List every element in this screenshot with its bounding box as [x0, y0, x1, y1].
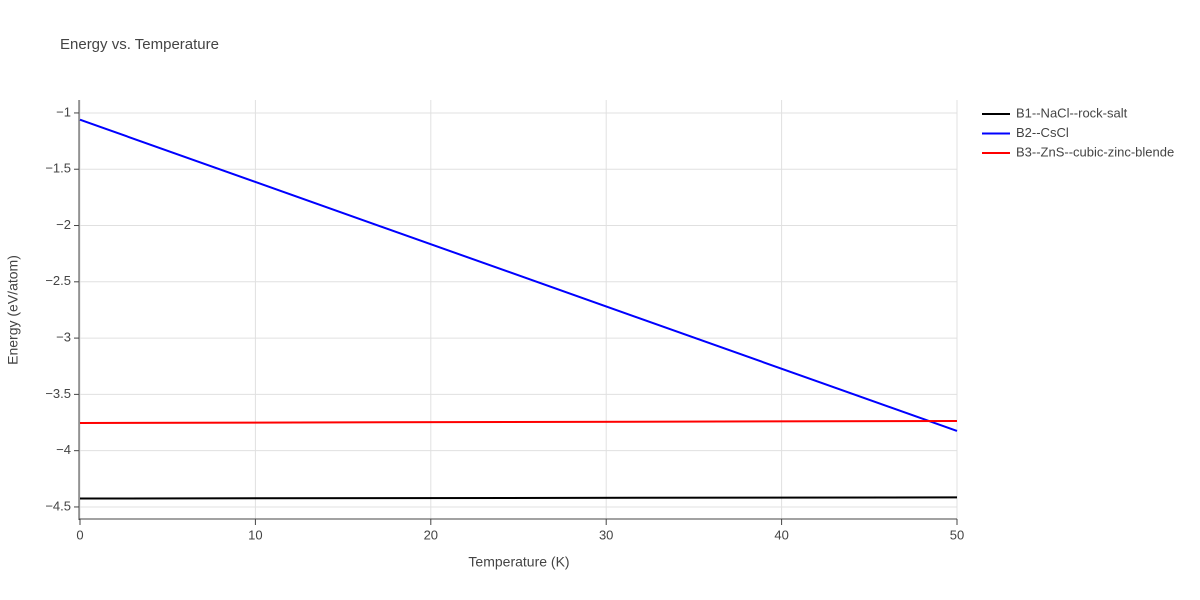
x-axis-title: Temperature (K): [468, 554, 569, 570]
y-axis-title: Energy (eV/atom): [5, 255, 21, 365]
chart-title: Energy vs. Temperature: [60, 36, 219, 53]
y-tick-label: −4.5: [45, 498, 71, 513]
x-tick-label: 10: [248, 527, 262, 542]
y-tick-label: −3.5: [45, 386, 71, 401]
x-tick-label: 0: [76, 527, 83, 542]
series-line: [79, 496, 958, 500]
y-tick-label: −4: [56, 442, 71, 457]
legend-label: B3--ZnS--cubic-zinc-blende: [1016, 144, 1174, 159]
x-tick-label: 40: [774, 527, 788, 542]
legend-label: B1--NaCl--rock-salt: [1016, 105, 1128, 120]
series-line: [79, 118, 958, 432]
y-tick-label: −2.5: [45, 273, 71, 288]
y-tick-label: −2: [56, 217, 71, 232]
series-line: [79, 419, 958, 424]
x-tick-label: 20: [424, 527, 438, 542]
y-tick-label: −1.5: [45, 161, 71, 176]
legend-label: B2--CsCl: [1016, 125, 1069, 140]
y-tick-label: −3: [56, 330, 71, 345]
x-tick-label: 50: [950, 527, 964, 542]
y-tick-label: −1: [56, 104, 71, 119]
x-tick-label: 30: [599, 527, 613, 542]
